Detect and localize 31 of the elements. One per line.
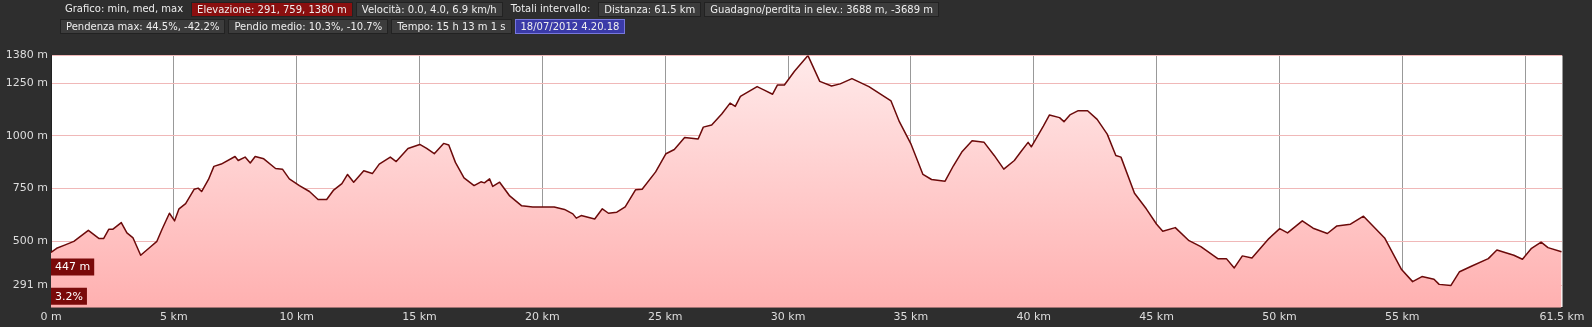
y-tick-label: 1000 m bbox=[5, 128, 48, 142]
text: Velocità: 0.0, 4.0, 6.9 km/h bbox=[355, 2, 503, 17]
x-tick-label: 10 km bbox=[279, 310, 314, 324]
x-tick-label: 5 km bbox=[160, 310, 188, 324]
x-tick-label: 35 km bbox=[893, 310, 929, 324]
x-tick-label: 25 km bbox=[647, 310, 683, 324]
x-tick-label: 45 km bbox=[1139, 310, 1174, 324]
text: 18/07/2012 4.20.18 bbox=[514, 19, 626, 34]
text: Grafico: min, med, max bbox=[64, 2, 185, 16]
y-tick-label: 750 m bbox=[12, 181, 48, 195]
x-tick-label: 30 km bbox=[770, 310, 806, 324]
y-tick-label: 500 m bbox=[12, 234, 48, 248]
x-tick-label: 55 km bbox=[1385, 310, 1420, 324]
y-tick-label: 291 m bbox=[12, 278, 48, 292]
x-tick-label: 40 km bbox=[1016, 310, 1052, 324]
y-tick-label: 1380 m bbox=[5, 48, 48, 62]
annotation: 447 m bbox=[55, 260, 91, 274]
text: Pendenza max: 44.5%, -42.2% bbox=[60, 19, 226, 34]
text: Tempo: 15 h 13 m 1 s bbox=[391, 19, 512, 34]
x-tick-label: 61.5 km bbox=[1539, 310, 1585, 324]
y-tick-label: 1250 m bbox=[5, 75, 48, 89]
text: Distanza: 61.5 km bbox=[598, 2, 702, 17]
text: Guadagno/perdita in elev.: 3688 m, -3689 m bbox=[704, 2, 939, 17]
text: Pendio medio: 10.3%, -10.7% bbox=[228, 19, 389, 34]
x-tick-label: 50 km bbox=[1262, 310, 1297, 324]
x-tick-label: 15 km bbox=[402, 310, 437, 324]
text: Elevazione: 291, 759, 1380 m bbox=[191, 2, 353, 17]
text: Totali intervallo: bbox=[509, 2, 592, 16]
x-tick-label: 0 m bbox=[40, 310, 62, 324]
x-tick-label: 20 km bbox=[525, 310, 560, 324]
annotation: 3.2% bbox=[55, 289, 83, 303]
